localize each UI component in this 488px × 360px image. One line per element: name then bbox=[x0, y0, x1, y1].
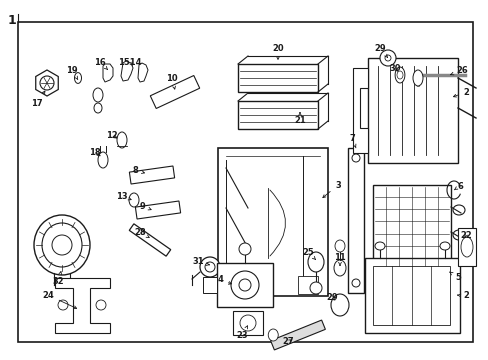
Polygon shape bbox=[36, 70, 58, 96]
Ellipse shape bbox=[129, 193, 139, 207]
Ellipse shape bbox=[334, 240, 345, 252]
Text: 27: 27 bbox=[282, 338, 293, 346]
Ellipse shape bbox=[268, 329, 278, 341]
Ellipse shape bbox=[452, 205, 464, 215]
Polygon shape bbox=[121, 61, 133, 81]
Ellipse shape bbox=[439, 242, 449, 250]
Text: 5: 5 bbox=[449, 272, 460, 283]
Text: 23: 23 bbox=[236, 326, 247, 341]
Ellipse shape bbox=[309, 282, 321, 294]
Text: 17: 17 bbox=[31, 91, 45, 108]
Text: 10: 10 bbox=[166, 73, 178, 89]
Ellipse shape bbox=[94, 103, 102, 113]
Bar bbox=[367, 58, 457, 163]
Text: 9: 9 bbox=[139, 202, 151, 211]
Text: 2: 2 bbox=[456, 292, 468, 301]
Ellipse shape bbox=[117, 132, 127, 148]
Ellipse shape bbox=[200, 257, 220, 277]
Text: 16: 16 bbox=[94, 58, 107, 69]
Bar bbox=[227, 276, 247, 294]
Text: 29: 29 bbox=[325, 293, 337, 302]
Bar bbox=[347, 148, 363, 293]
Polygon shape bbox=[352, 68, 367, 153]
Ellipse shape bbox=[452, 230, 464, 240]
Text: 6: 6 bbox=[453, 181, 462, 190]
Ellipse shape bbox=[351, 154, 359, 162]
Ellipse shape bbox=[384, 55, 390, 61]
Text: 30: 30 bbox=[388, 63, 400, 72]
Ellipse shape bbox=[333, 260, 346, 276]
Text: 21: 21 bbox=[293, 113, 305, 125]
Polygon shape bbox=[135, 201, 180, 219]
Ellipse shape bbox=[204, 262, 215, 272]
Bar bbox=[364, 258, 459, 333]
Ellipse shape bbox=[307, 252, 324, 272]
Bar bbox=[372, 266, 449, 325]
Text: 1514: 1514 bbox=[118, 58, 142, 67]
FancyArrowPatch shape bbox=[269, 190, 285, 256]
Bar bbox=[218, 148, 327, 296]
Polygon shape bbox=[138, 63, 148, 82]
Ellipse shape bbox=[52, 235, 72, 255]
Bar bbox=[297, 276, 317, 294]
Text: 32: 32 bbox=[52, 271, 63, 287]
Ellipse shape bbox=[396, 71, 402, 79]
Text: 8: 8 bbox=[132, 166, 144, 175]
Polygon shape bbox=[270, 320, 325, 350]
Bar bbox=[372, 185, 450, 270]
Ellipse shape bbox=[240, 315, 256, 331]
Text: 26: 26 bbox=[449, 66, 467, 75]
Bar bbox=[232, 311, 263, 335]
Polygon shape bbox=[103, 64, 113, 82]
Ellipse shape bbox=[412, 70, 422, 86]
Text: 19: 19 bbox=[66, 66, 78, 80]
Polygon shape bbox=[238, 64, 317, 92]
Text: 3: 3 bbox=[322, 180, 340, 198]
Text: 13: 13 bbox=[116, 192, 131, 201]
Polygon shape bbox=[150, 76, 199, 108]
Polygon shape bbox=[55, 278, 110, 333]
Ellipse shape bbox=[379, 50, 395, 66]
Ellipse shape bbox=[34, 215, 90, 275]
Ellipse shape bbox=[42, 223, 82, 267]
Text: 12: 12 bbox=[106, 131, 118, 140]
Ellipse shape bbox=[58, 300, 68, 310]
Ellipse shape bbox=[96, 300, 106, 310]
Text: 29: 29 bbox=[373, 44, 387, 58]
Ellipse shape bbox=[93, 88, 103, 102]
Ellipse shape bbox=[230, 271, 259, 299]
Ellipse shape bbox=[239, 279, 250, 291]
Text: 7: 7 bbox=[348, 134, 355, 148]
Polygon shape bbox=[394, 67, 404, 83]
Ellipse shape bbox=[460, 237, 472, 257]
Polygon shape bbox=[129, 166, 174, 184]
Text: 1: 1 bbox=[8, 14, 17, 27]
Text: 18: 18 bbox=[89, 148, 101, 157]
Text: 4: 4 bbox=[217, 275, 231, 284]
Ellipse shape bbox=[374, 242, 384, 250]
Text: 22: 22 bbox=[459, 230, 471, 239]
Polygon shape bbox=[238, 101, 317, 129]
Text: 24: 24 bbox=[42, 291, 77, 309]
Ellipse shape bbox=[330, 294, 348, 316]
Bar bbox=[18, 22, 472, 342]
Text: 20: 20 bbox=[272, 44, 283, 59]
Text: 28: 28 bbox=[134, 228, 149, 238]
Ellipse shape bbox=[239, 243, 250, 255]
Polygon shape bbox=[74, 73, 81, 84]
Text: 2: 2 bbox=[452, 87, 468, 97]
Polygon shape bbox=[129, 224, 170, 256]
Text: 31: 31 bbox=[192, 257, 209, 266]
Ellipse shape bbox=[351, 279, 359, 287]
Bar bbox=[217, 263, 272, 307]
Text: 11: 11 bbox=[333, 253, 345, 265]
Ellipse shape bbox=[98, 152, 108, 168]
Ellipse shape bbox=[40, 76, 54, 90]
Bar bbox=[203, 277, 217, 293]
Text: 25: 25 bbox=[302, 248, 315, 260]
Bar bbox=[457, 228, 475, 266]
